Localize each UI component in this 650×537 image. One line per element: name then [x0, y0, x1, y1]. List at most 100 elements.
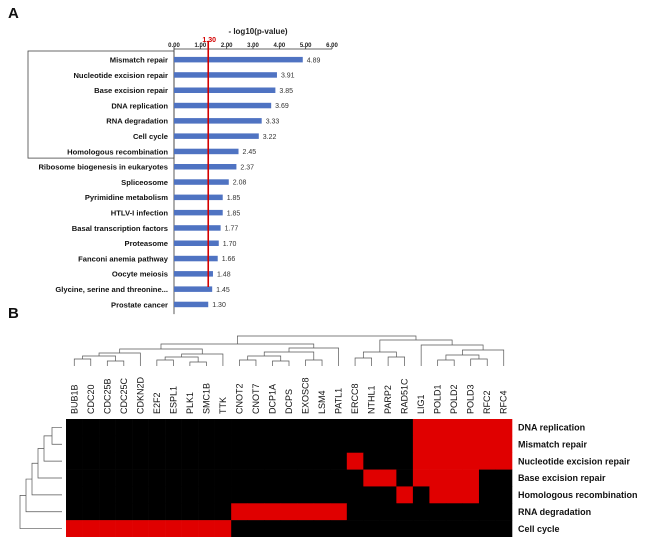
heatmap-cell-present — [66, 520, 83, 537]
heatmap-cell-absent — [132, 452, 149, 470]
column-label: CNOT2 — [234, 383, 244, 414]
heatmap-cell-absent — [148, 469, 166, 487]
data-label: 3.85 — [279, 88, 293, 95]
heatmap-cell-absent — [330, 435, 348, 454]
panel-label-b: B — [8, 305, 19, 322]
heatmap-cell-absent — [346, 503, 364, 521]
bar — [174, 179, 229, 185]
dendrogram-branch — [420, 344, 484, 366]
heatmap-cell-absent — [297, 486, 315, 504]
heatmap-cell-absent — [247, 469, 265, 487]
heatmap-cell-present — [330, 503, 348, 521]
data-label: 3.22 — [263, 134, 277, 141]
heatmap-cell-present — [495, 419, 513, 437]
heatmap-cell-absent — [495, 486, 513, 504]
heatmap-cell-present — [412, 452, 430, 470]
category-label: Cell cycle — [133, 132, 168, 141]
heatmap-cell-absent — [198, 503, 215, 521]
heatmap-cell-absent — [99, 452, 116, 470]
heatmap-cell-absent — [247, 419, 265, 437]
heatmap-cell-absent — [379, 520, 397, 537]
heatmap-cell-absent — [363, 503, 381, 521]
category-label: Mismatch repair — [110, 55, 168, 64]
heatmap-cell-absent — [82, 503, 100, 521]
heatmap-cell-absent — [264, 435, 282, 454]
heatmap-cell-present — [313, 503, 331, 521]
dendrogram-branch — [82, 355, 116, 361]
data-label: 1.48 — [217, 271, 231, 278]
column-label: EXOSC8 — [301, 377, 311, 414]
heatmap-cell-absent — [148, 452, 166, 470]
heatmap-cell-absent — [82, 486, 100, 504]
heatmap-cell-absent — [478, 520, 496, 537]
column-label: CDC20 — [86, 384, 96, 414]
heatmap-cell-absent — [115, 452, 133, 470]
heatmap-cell-absent — [148, 419, 166, 437]
dendrogram-branch — [19, 495, 62, 529]
heatmap-cell-absent — [132, 419, 149, 437]
heatmap-cell-present — [462, 486, 480, 504]
heatmap-cell-absent — [165, 469, 182, 487]
heatmap-cell-present — [396, 486, 414, 504]
heatmap-cell-absent — [396, 469, 414, 487]
heatmap-cell-absent — [379, 419, 397, 437]
heatmap-cell-absent — [115, 419, 133, 437]
heatmap-cell-absent — [198, 469, 215, 487]
data-label: 2.08 — [233, 180, 247, 187]
heatmap-cell-absent — [280, 419, 298, 437]
heatmap-cell-absent — [165, 452, 182, 470]
bar-chart-pathway-enrichment: - log10(p-value) 0.00 1.00 2.00 3.00 4.00 5.00… — [27, 27, 338, 315]
dendrogram-branch — [51, 427, 62, 445]
bar — [174, 164, 237, 170]
heatmap-cell-absent — [132, 486, 149, 504]
category-label: Prostate cancer — [111, 300, 168, 309]
heatmap-cell-absent — [66, 452, 83, 470]
heatmap-cell-present — [297, 503, 315, 521]
heatmap-cell-absent — [313, 452, 331, 470]
heatmap-cell-absent — [280, 486, 298, 504]
bar — [174, 209, 223, 216]
heatmap-cell-absent — [247, 520, 265, 537]
category-label: Glycine, serine and threonine... — [55, 285, 168, 294]
column-label: LIG1 — [416, 394, 426, 414]
x-tick-label: 5.00 — [300, 43, 312, 49]
row-label: Mismatch repair — [518, 439, 588, 449]
bar — [174, 87, 276, 93]
column-label: NTHL1 — [367, 385, 377, 414]
heatmap-cell-present — [132, 520, 149, 537]
heatmap-cell-absent — [297, 452, 315, 470]
heatmap-cell-absent — [99, 419, 116, 437]
data-label: 1.45 — [216, 287, 230, 294]
heatmap-cell-absent — [115, 486, 133, 504]
heatmap-cell-absent — [379, 503, 397, 521]
dendrogram-branch — [37, 448, 62, 479]
heatmap-cell-present — [462, 469, 480, 487]
heatmap-cell-absent — [231, 419, 249, 437]
column-label: POLD3 — [466, 384, 476, 414]
column-label: RAD51C — [400, 378, 410, 414]
column-label: RFC4 — [499, 390, 509, 414]
data-label: 2.37 — [240, 164, 254, 171]
column-label: PATL1 — [334, 388, 344, 414]
x-tick-label: 2.00 — [221, 43, 233, 49]
row-label: DNA replication — [518, 423, 585, 433]
data-label: 3.33 — [266, 118, 280, 125]
heatmap-cell-present — [445, 419, 463, 437]
heatmap-cell-present — [429, 435, 447, 454]
bar — [174, 133, 259, 139]
category-label: Ribosome biogenesis in eukaryotes — [38, 163, 168, 172]
category-label: HTLV-I infection — [111, 208, 169, 217]
heatmap-cell-absent — [214, 486, 232, 504]
heatmap-cell-absent — [148, 503, 166, 521]
column-label: E2F2 — [152, 392, 162, 414]
heatmap-cell-absent — [396, 452, 414, 470]
heatmap-cell-absent — [396, 520, 414, 537]
column-label: CNOT7 — [251, 383, 261, 414]
heatmap-cell-absent — [445, 520, 463, 537]
category-label: Fanconi anemia pathway — [78, 254, 169, 263]
column-label: ESPL1 — [168, 386, 178, 414]
dendrogram-branch — [181, 353, 224, 366]
heatmap-cell-absent — [198, 452, 215, 470]
heatmap-cell-present — [478, 435, 496, 454]
heatmap-cell-absent — [132, 503, 149, 521]
